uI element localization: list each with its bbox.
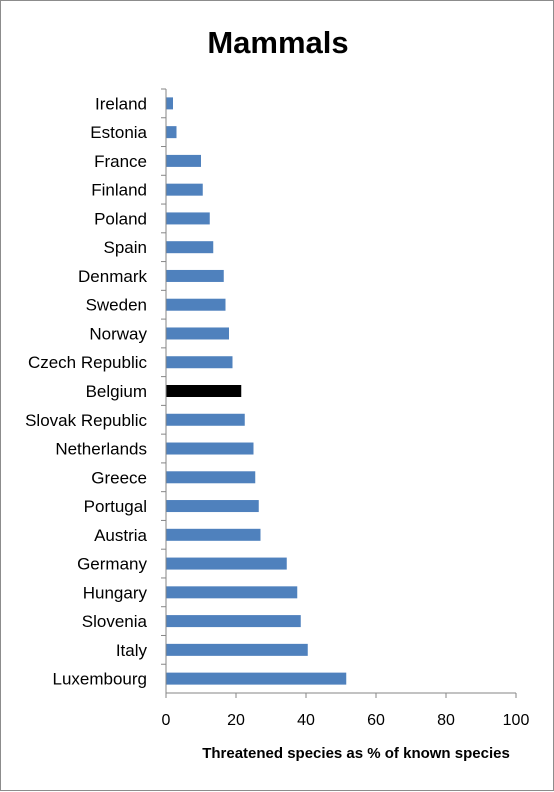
bar-netherlands [166,442,254,455]
category-label: Norway [89,324,147,343]
x-tick-label: 0 [162,712,171,729]
category-label: Denmark [78,267,147,286]
category-label: Sweden [86,296,147,315]
bars-group [166,97,347,685]
category-label: France [94,152,147,171]
bar-austria [166,528,261,541]
bar-italy [166,643,308,656]
bar-slovenia [166,615,301,628]
bar-sweden [166,298,226,311]
x-axis-ticks: 0 20 40 60 80 100 [162,693,530,729]
category-label: Luxembourg [52,670,147,689]
category-label: Germany [77,555,147,574]
category-label: Netherlands [55,440,147,459]
category-label: Portugal [84,497,147,516]
bar-czech-republic [166,356,233,369]
category-label: Greece [91,468,147,487]
bar-hungary [166,586,298,599]
category-label: Slovak Republic [25,411,147,430]
x-tick-label: 80 [437,712,455,729]
x-tick-label: 100 [503,712,530,729]
category-label: Slovenia [82,612,148,631]
x-axis-title: Threatened species as % of known species [202,745,510,762]
bar-poland [166,212,210,225]
chart-title: Mammals [207,25,348,60]
category-label: Spain [104,238,147,257]
bar-finland [166,183,203,196]
bar-belgium [166,385,242,397]
bar-germany [166,557,287,570]
category-label: Hungary [83,583,148,602]
category-label: Belgium [86,382,147,401]
bar-estonia [166,126,177,139]
bar-luxembourg [166,672,347,685]
category-label: Poland [94,209,147,228]
bar-norway [166,327,229,340]
category-label: Estonia [90,123,147,142]
x-tick-label: 20 [227,712,245,729]
x-tick-label: 40 [297,712,315,729]
bar-denmark [166,269,224,282]
category-labels: Ireland Estonia France Finland Poland Spain De… [25,88,166,689]
category-label: Finland [91,181,147,200]
bar-portugal [166,500,259,513]
category-label: Austria [94,526,147,545]
bar-ireland [166,97,173,110]
x-tick-label: 60 [367,712,385,729]
bar-greece [166,471,256,484]
bar-france [166,154,201,167]
category-label: Ireland [95,94,147,113]
bar-slovak-republic [166,413,245,426]
bar-spain [166,241,214,254]
category-label: Italy [116,641,148,660]
category-label: Czech Republic [28,353,148,372]
